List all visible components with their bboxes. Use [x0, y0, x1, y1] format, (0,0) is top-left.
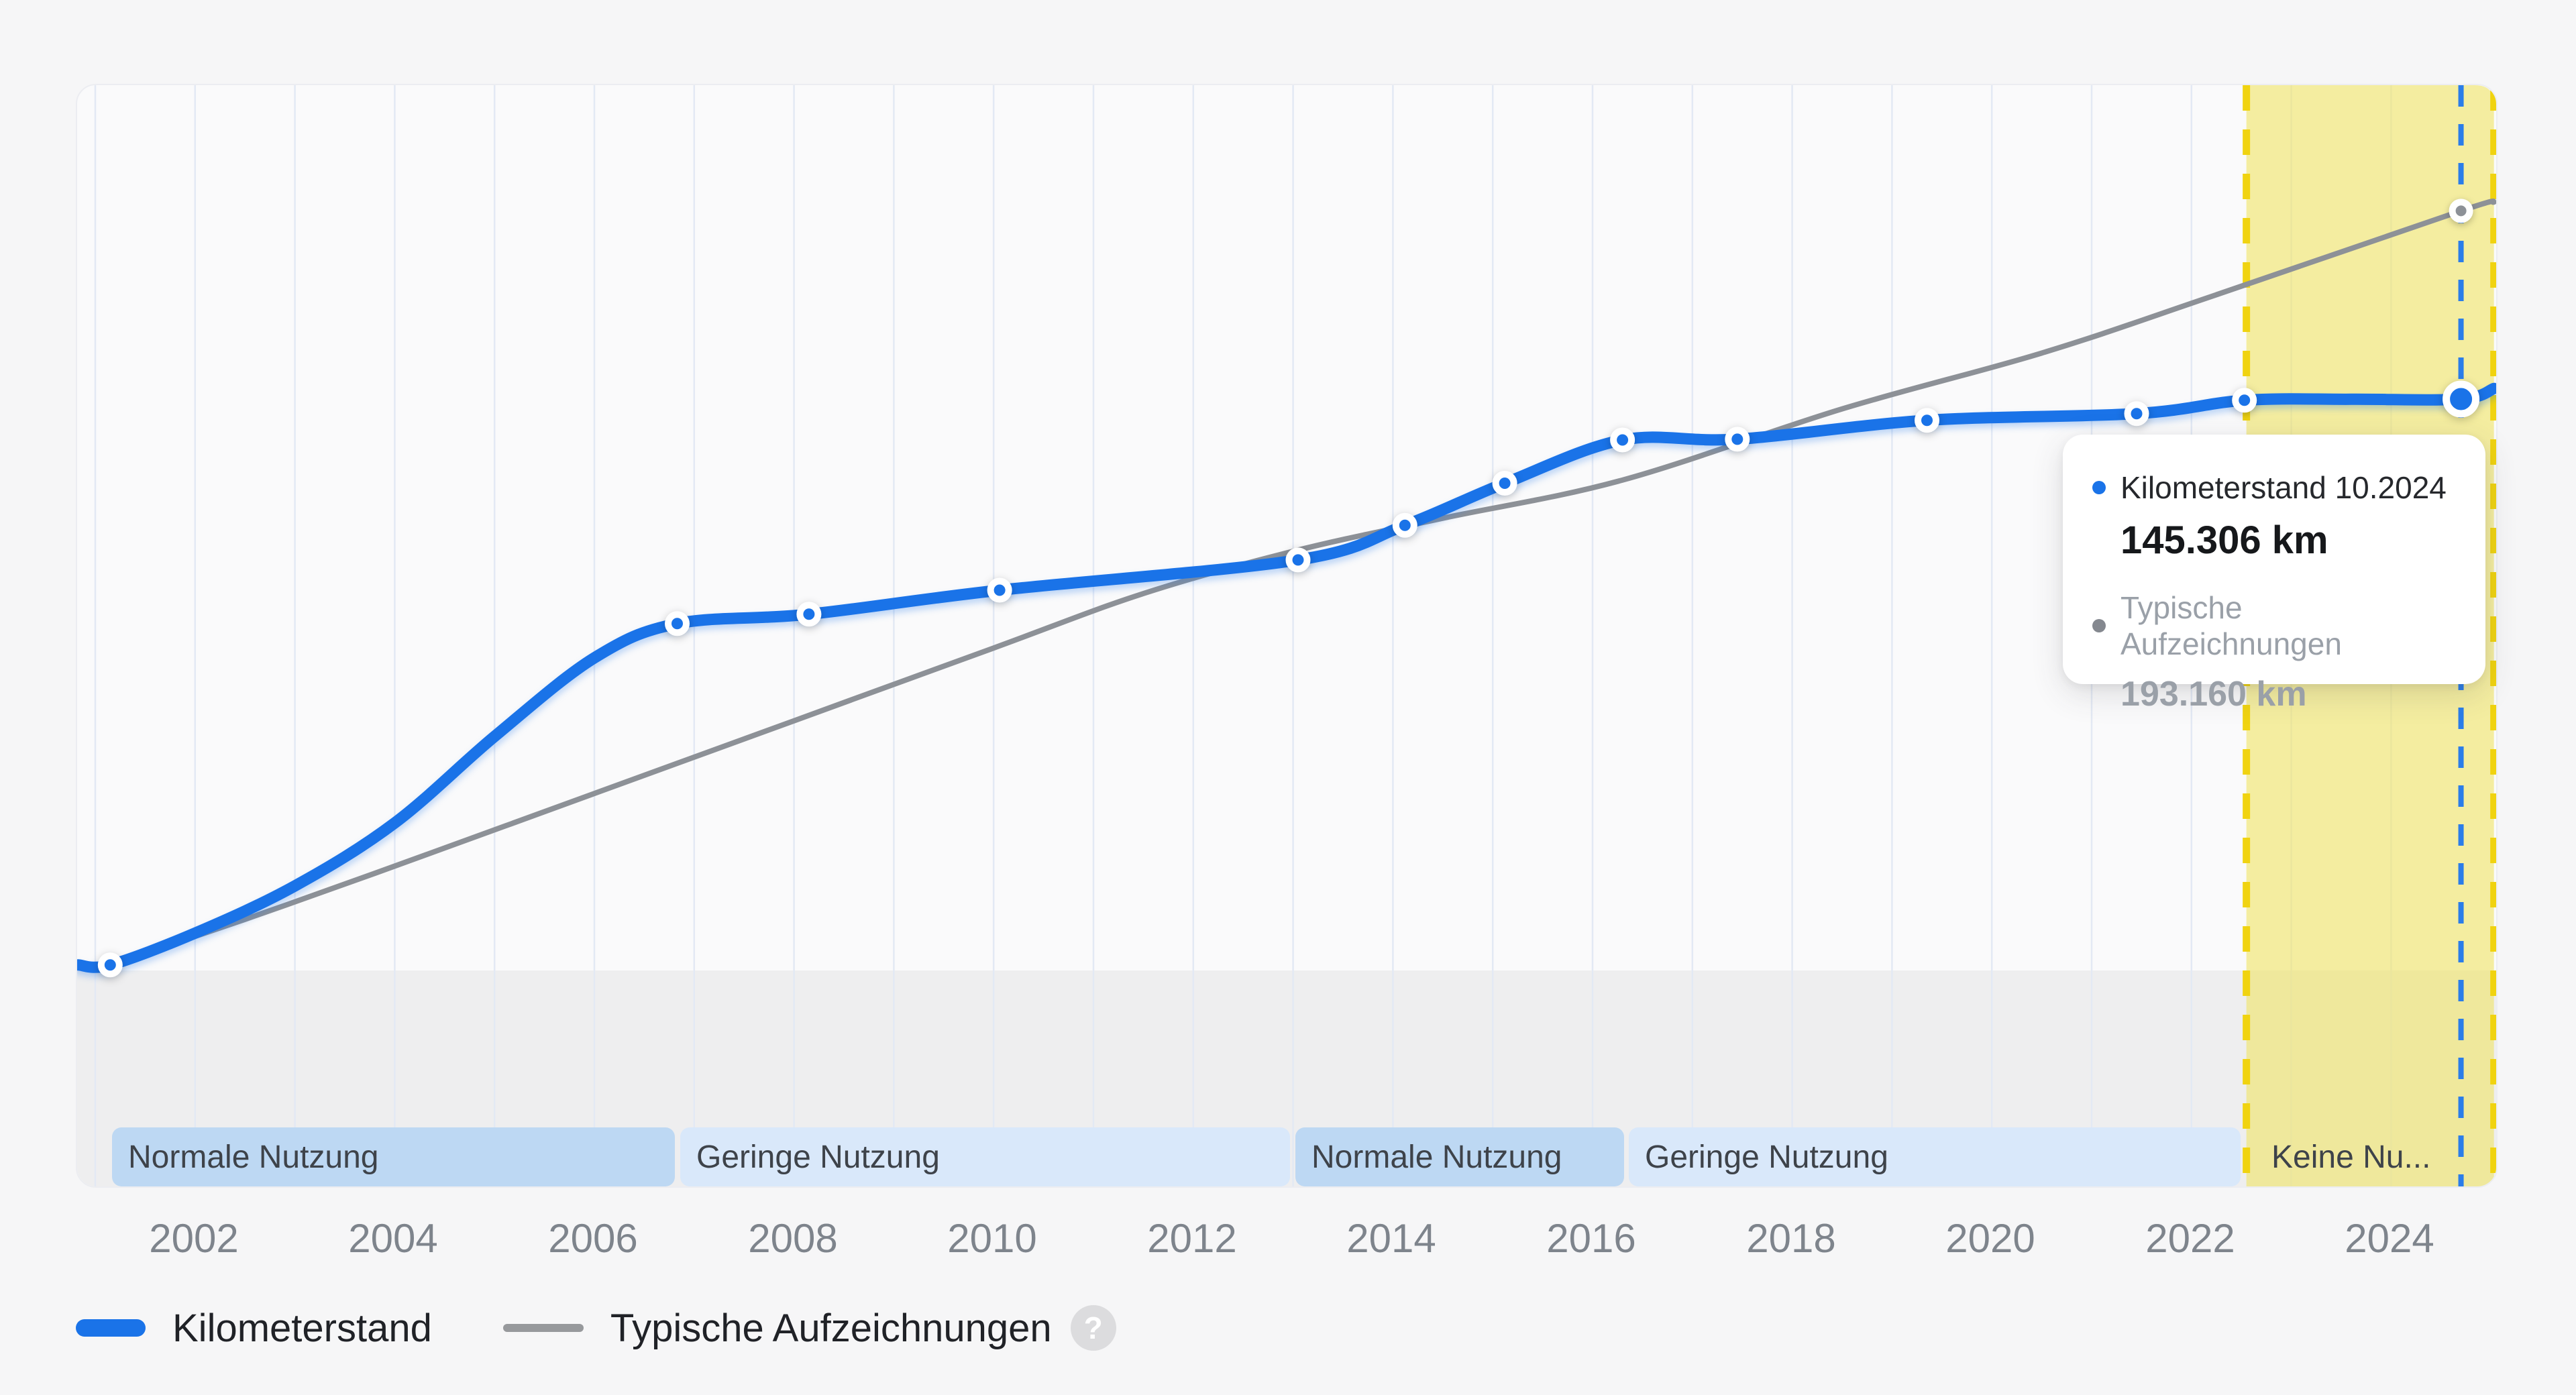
chart-tooltip: Kilometerstand 10.2024 145.306 km Typisc…: [2063, 435, 2485, 714]
tooltip-primary-value: 145.306 km: [2121, 518, 2328, 562]
usage-band: Normale Nutzung: [1295, 1127, 1624, 1186]
kilometerstand-marker[interactable]: [1492, 471, 1517, 496]
x-axis-label: 2022: [2145, 1216, 2235, 1261]
usage-band: Geringe Nutzung: [680, 1127, 1290, 1186]
usage-band: Normale Nutzung: [112, 1127, 675, 1186]
typical-records-end-marker[interactable]: [2449, 199, 2473, 223]
x-axis-label: 2024: [2345, 1216, 2434, 1261]
tooltip-primary-label: Kilometerstand 10.2024: [2121, 470, 2447, 505]
x-axis-label: 2008: [748, 1216, 838, 1261]
x-axis-label: 2004: [348, 1216, 438, 1261]
typical-records-dot-icon: [2092, 619, 2106, 632]
kilometerstand-marker[interactable]: [987, 577, 1012, 603]
kilometerstand-marker[interactable]: [1915, 408, 1939, 433]
kilometerstand-marker[interactable]: [2124, 401, 2149, 427]
x-axis-label: 2014: [1346, 1216, 1436, 1261]
x-axis-label: 2020: [1945, 1216, 2035, 1261]
legend-label-kilometerstand: Kilometerstand: [172, 1306, 432, 1350]
x-axis-label: 2012: [1147, 1216, 1237, 1261]
x-axis-label: 2018: [1746, 1216, 1836, 1261]
x-axis-label: 2002: [149, 1216, 239, 1261]
typical-records-line-swatch-icon: [502, 1324, 584, 1332]
kilometerstand-line-swatch-icon: [76, 1319, 146, 1337]
kilometerstand-marker[interactable]: [1725, 427, 1750, 452]
x-axis-label: 2006: [548, 1216, 638, 1261]
kilometerstand-marker[interactable]: [1610, 427, 1635, 453]
usage-band: Geringe Nutzung: [1629, 1127, 2241, 1186]
kilometerstand-marker[interactable]: [1392, 512, 1417, 538]
x-axis-label: 2016: [1546, 1216, 1636, 1261]
kilometerstand-dot-icon: [2092, 481, 2106, 494]
kilometerstand-marker[interactable]: [1285, 547, 1311, 573]
usage-band: Keine Nu...: [2271, 1139, 2431, 1175]
chart-legend: Kilometerstand Typische Aufzeichnungen ?: [76, 1305, 1116, 1351]
legend-label-typische-aufzeichnungen: Typische Aufzeichnungen: [610, 1306, 1052, 1350]
kilometerstand-marker[interactable]: [665, 611, 690, 636]
kilometerstand-current-marker[interactable]: [2443, 380, 2480, 418]
legend-item-kilometerstand[interactable]: Kilometerstand: [76, 1306, 432, 1351]
tooltip-secondary-value: 193.160 km: [2121, 675, 2307, 714]
tooltip-secondary-row: Typische Aufzeichnungen: [2092, 590, 2459, 662]
legend-item-typische-aufzeichnungen[interactable]: Typische Aufzeichnungen: [502, 1306, 1052, 1351]
x-axis-label: 2010: [947, 1216, 1037, 1261]
kilometerstand-marker[interactable]: [2232, 388, 2257, 413]
kilometerstand-marker[interactable]: [796, 602, 822, 627]
help-icon[interactable]: ?: [1070, 1305, 1116, 1351]
kilometerstand-marker[interactable]: [97, 952, 123, 978]
tooltip-primary-row: Kilometerstand 10.2024: [2092, 469, 2459, 506]
tooltip-secondary-label: Typische Aufzeichnungen: [2121, 590, 2342, 661]
